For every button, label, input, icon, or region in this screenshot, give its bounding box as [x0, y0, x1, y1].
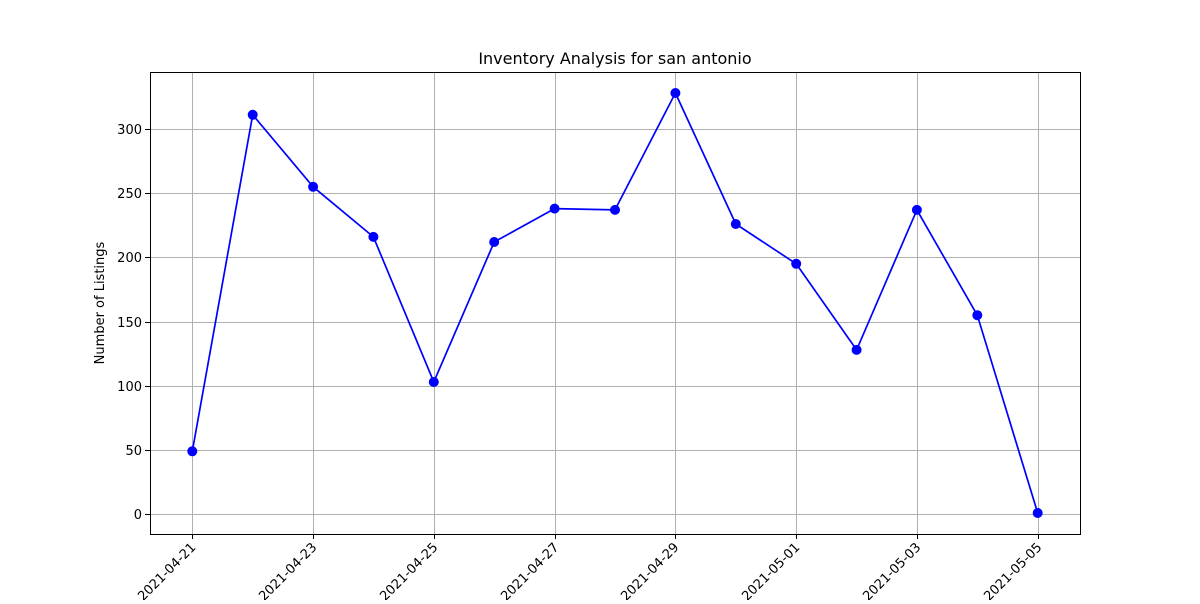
data-point	[791, 258, 802, 269]
data-point	[1032, 508, 1043, 518]
series-layer	[187, 88, 1043, 518]
data-point	[549, 203, 560, 214]
data-point	[730, 219, 741, 229]
y-tick-label: 50	[125, 444, 142, 459]
x-tick-label: 2021-04-25	[377, 540, 441, 600]
x-tick-label: 2021-05-05	[981, 540, 1045, 600]
y-axis-label: Number of Listings	[93, 241, 108, 364]
data-point	[670, 88, 681, 98]
x-tick-label: 2021-05-01	[739, 540, 803, 600]
data-point	[610, 204, 620, 215]
data-point	[247, 109, 258, 120]
x-tick-label: 2021-04-21	[135, 540, 199, 600]
y-tick-label: 300	[117, 123, 142, 138]
chart-title: Inventory Analysis for san antonio	[478, 49, 751, 68]
y-tick-label: 0	[134, 508, 142, 523]
data-point	[851, 344, 862, 355]
y-tick-label: 250	[117, 187, 142, 202]
plot-frame	[150, 72, 1081, 535]
x-tick-label: 2021-05-03	[860, 540, 924, 600]
data-point	[489, 237, 500, 247]
data-point	[308, 181, 319, 192]
y-tick-label: 100	[117, 380, 142, 395]
y-tick-label: 150	[117, 316, 142, 331]
data-point	[368, 231, 379, 242]
data-point	[187, 446, 198, 457]
data-point	[911, 204, 922, 215]
x-tick-label: 2021-04-27	[498, 540, 562, 600]
data-point	[428, 377, 439, 387]
x-tick-label: 2021-04-29	[618, 540, 682, 600]
grid-layer	[150, 72, 1080, 534]
x-tick-label: 2021-04-23	[256, 540, 320, 600]
data-point	[972, 310, 983, 321]
y-tick-label: 200	[117, 251, 142, 266]
tick-layer: 0 50 100 150 200 250 300 2021-04-21 2021-04-23 20…	[117, 123, 1045, 604]
